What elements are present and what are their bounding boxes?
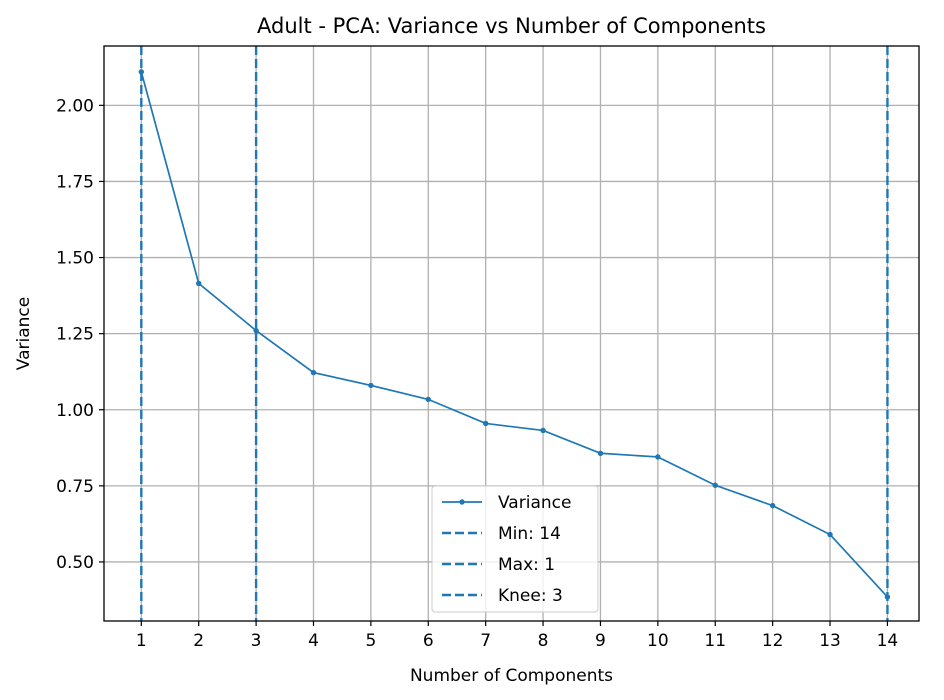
legend: Variance Min: 14 Max: 1 Knee: 3 (431, 485, 599, 613)
legend-box (431, 485, 599, 613)
y-tick-label: 0.75 (56, 477, 94, 497)
data-point (196, 280, 202, 287)
x-tick-label: 9 (595, 631, 606, 651)
data-point (368, 382, 374, 389)
data-point (597, 450, 604, 456)
x-tick-label: 11 (704, 631, 726, 651)
x-tick-label: 14 (877, 631, 899, 651)
reference-lines (140, 46, 889, 621)
tick-layer: 1 2 3 4 5 6 7 8 9 10 11 12 13 140.500.751.001.251.501… (56, 96, 898, 651)
data-point (884, 594, 891, 600)
x-tick-label: 5 (365, 631, 376, 651)
data-point (482, 420, 489, 427)
x-tick-label: 3 (251, 631, 262, 651)
x-tick-label: 1 (136, 631, 147, 651)
data-point (310, 369, 317, 376)
x-tick-label: 13 (819, 631, 841, 651)
chart-title: Adult - PCA: Variance vs Number of Compo… (257, 14, 766, 38)
x-tick-label: 2 (193, 631, 204, 651)
x-tick-label: 7 (480, 631, 491, 651)
x-tick-label: 12 (762, 631, 784, 651)
x-tick-label: 8 (538, 631, 549, 651)
y-tick-label: 1.00 (56, 401, 94, 421)
y-tick-label: 0.50 (56, 553, 94, 573)
y-tick-label: 1.50 (56, 249, 94, 269)
x-axis-label: Number of Components (410, 666, 613, 686)
data-point (540, 427, 546, 434)
y-tick-label: 2.00 (56, 96, 94, 116)
y-tick-label: 1.25 (56, 325, 94, 345)
data-point (655, 454, 661, 460)
y-tick-label: 1.75 (56, 172, 94, 192)
legend-label: Min: 14 (498, 524, 561, 544)
data-point (827, 531, 833, 538)
x-tick-label: 10 (647, 631, 669, 651)
legend-label: Knee: 3 (498, 586, 563, 606)
x-tick-label: 6 (423, 631, 434, 651)
legend-label: Max: 1 (498, 555, 555, 575)
legend-items: Variance Min: 14 Max: 1 Knee: 3 (442, 493, 571, 606)
legend-label: Variance (498, 493, 571, 513)
data-point (253, 327, 259, 334)
x-tick-label: 4 (308, 631, 319, 651)
data-point (138, 69, 145, 75)
data-point (769, 502, 776, 509)
series-layer (138, 69, 891, 600)
data-point (425, 396, 431, 403)
series-line (140, 71, 889, 598)
data-point (712, 482, 718, 488)
y-axis-label: Variance (14, 297, 34, 370)
legend-marker (459, 499, 465, 505)
